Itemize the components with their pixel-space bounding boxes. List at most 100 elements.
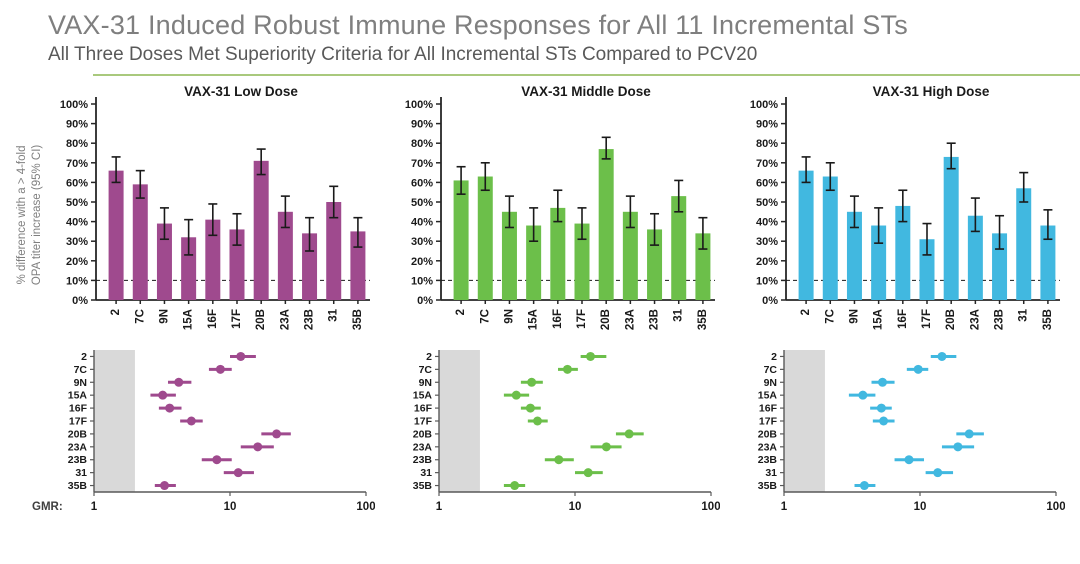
svg-text:17F: 17F (576, 309, 588, 329)
svg-text:20%: 20% (66, 256, 88, 268)
svg-text:35B: 35B (1042, 309, 1054, 330)
svg-text:15A: 15A (528, 309, 540, 330)
svg-text:50%: 50% (756, 197, 778, 209)
svg-text:40%: 40% (756, 217, 778, 229)
svg-text:80%: 80% (66, 138, 88, 150)
svg-text:VAX-31 Middle Dose: VAX-31 Middle Dose (521, 84, 651, 99)
svg-text:23A: 23A (413, 441, 433, 453)
svg-text:60%: 60% (756, 177, 778, 189)
svg-text:40%: 40% (411, 217, 433, 229)
svg-text:17F: 17F (759, 416, 778, 428)
svg-text:30%: 30% (66, 236, 88, 248)
svg-text:9N: 9N (848, 309, 860, 324)
svg-text:9N: 9N (74, 377, 87, 389)
svg-text:7C: 7C (479, 309, 491, 324)
svg-text:20B: 20B (255, 309, 267, 330)
svg-text:23B: 23B (68, 454, 88, 466)
svg-text:60%: 60% (66, 177, 88, 189)
svg-text:70%: 70% (411, 158, 433, 170)
svg-text:100%: 100% (750, 99, 778, 111)
svg-text:16F: 16F (897, 309, 909, 329)
svg-text:16F: 16F (414, 403, 433, 415)
svg-text:35B: 35B (758, 480, 778, 492)
svg-text:23B: 23B (758, 454, 778, 466)
svg-text:10%: 10% (411, 275, 433, 287)
svg-text:1: 1 (436, 501, 443, 513)
svg-text:80%: 80% (756, 138, 778, 150)
svg-text:31: 31 (673, 308, 685, 321)
svg-text:2: 2 (455, 309, 467, 315)
svg-text:31: 31 (328, 308, 340, 321)
svg-text:100%: 100% (60, 99, 88, 111)
svg-text:GMR:: GMR: (32, 501, 63, 513)
svg-text:17F: 17F (231, 309, 243, 329)
svg-text:1: 1 (781, 501, 788, 513)
svg-text:80%: 80% (411, 138, 433, 150)
bar-chart-middle-dose: 0% 10% 20% 30% 40% 50% 60% 70% 80% 90% 100% VAX-31 … (405, 84, 715, 330)
svg-text:23B: 23B (649, 309, 661, 330)
svg-text:100: 100 (1046, 501, 1065, 513)
svg-text:17F: 17F (69, 416, 88, 428)
slide-title: VAX-31 Induced Robust Immune Responses f… (48, 10, 908, 40)
svg-text:10: 10 (224, 501, 237, 513)
svg-text:23B: 23B (304, 309, 316, 330)
svg-text:70%: 70% (66, 158, 88, 170)
svg-text:1: 1 (91, 501, 98, 513)
svg-text:15A: 15A (873, 309, 885, 330)
bar-charts-row: % difference with a > 4-fold OPA titer i… (0, 82, 1080, 338)
svg-text:100%: 100% (405, 99, 433, 111)
svg-text:35B: 35B (697, 309, 709, 330)
svg-text:7C: 7C (764, 364, 778, 376)
svg-text:30%: 30% (756, 236, 778, 248)
svg-text:31: 31 (1018, 308, 1030, 321)
svg-text:31: 31 (420, 467, 432, 479)
svg-text:2: 2 (110, 309, 122, 315)
svg-text:10: 10 (914, 501, 927, 513)
svg-text:16F: 16F (69, 403, 88, 415)
svg-text:50%: 50% (66, 197, 88, 209)
y-axis-label: % difference with a > 4-fold OPA titer i… (15, 99, 45, 331)
svg-text:10%: 10% (66, 275, 88, 287)
svg-text:9N: 9N (158, 309, 170, 324)
slide-subtitle: All Three Doses Met Superiority Criteria… (48, 44, 758, 65)
svg-text:20%: 20% (756, 256, 778, 268)
svg-text:0%: 0% (762, 295, 778, 307)
svg-text:20B: 20B (758, 428, 778, 440)
svg-text:17F: 17F (921, 309, 933, 329)
svg-text:35B: 35B (352, 309, 364, 330)
svg-text:23A: 23A (758, 441, 778, 453)
bar-chart-high-dose: 0% 10% 20% 30% 40% 50% 60% 70% 80% 90% 100% VAX-31 … (750, 84, 1060, 330)
svg-text:40%: 40% (66, 217, 88, 229)
svg-text:70%: 70% (756, 158, 778, 170)
svg-text:60%: 60% (411, 177, 433, 189)
svg-text:2: 2 (81, 351, 87, 363)
svg-text:0%: 0% (72, 295, 88, 307)
svg-text:2: 2 (800, 309, 812, 315)
svg-text:20%: 20% (411, 256, 433, 268)
svg-text:VAX-31 High Dose: VAX-31 High Dose (873, 84, 990, 99)
forest-plots-row: 1 10 100 GMR: 2 7C 9N 15A 16F 17F 20B 23A 23B 31 35B 1… (0, 344, 1080, 520)
svg-text:23B: 23B (994, 309, 1006, 330)
svg-text:17F: 17F (414, 416, 433, 428)
svg-text:16F: 16F (207, 309, 219, 329)
svg-text:15A: 15A (413, 390, 433, 402)
svg-text:7C: 7C (419, 364, 433, 376)
svg-text:23A: 23A (624, 309, 636, 330)
svg-text:15A: 15A (183, 309, 195, 330)
svg-text:7C: 7C (824, 309, 836, 324)
svg-text:9N: 9N (764, 377, 777, 389)
y-axis-label-line2: OPA titer increase (95% CI) (31, 144, 43, 286)
svg-text:9N: 9N (503, 309, 515, 324)
svg-text:16F: 16F (759, 403, 778, 415)
svg-text:2: 2 (426, 351, 432, 363)
svg-text:90%: 90% (411, 119, 433, 131)
svg-text:20B: 20B (945, 309, 957, 330)
svg-text:10: 10 (569, 501, 582, 513)
y-axis-label-line1: % difference with a > 4-fold (16, 145, 29, 285)
svg-text:90%: 90% (756, 119, 778, 131)
svg-text:35B: 35B (68, 480, 88, 492)
